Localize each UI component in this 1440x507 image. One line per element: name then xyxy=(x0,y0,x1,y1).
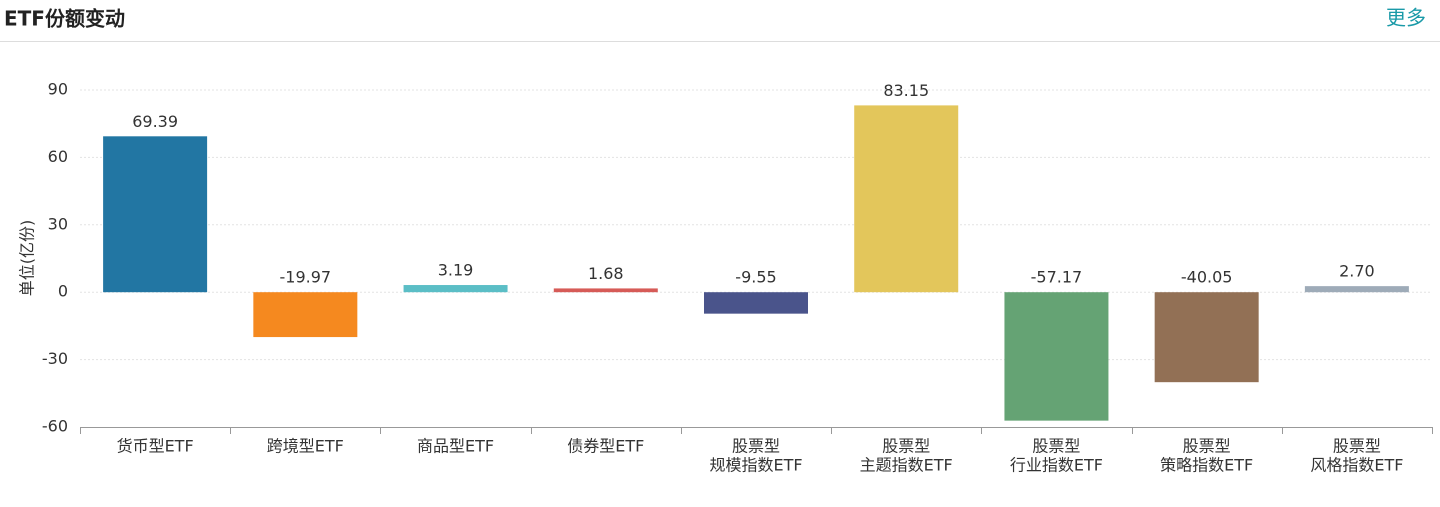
x-tick-label: 股票型 xyxy=(1183,437,1231,456)
x-tick-label: 股票型 xyxy=(1032,437,1080,456)
header-title: ETF份额变动 xyxy=(4,7,125,31)
y-tick-label: -60 xyxy=(42,417,68,436)
bar xyxy=(1304,286,1409,293)
y-tick-label: 0 xyxy=(58,282,68,301)
x-tick-label: 策略指数ETF xyxy=(1160,456,1253,475)
bar xyxy=(1004,292,1109,421)
value-label: 83.15 xyxy=(883,81,929,100)
y-tick-label: 60 xyxy=(48,147,68,166)
y-tick-label: 30 xyxy=(48,214,68,233)
value-label: -19.97 xyxy=(280,268,332,287)
x-tick-label: 主题指数ETF xyxy=(860,456,953,475)
bar xyxy=(704,292,808,314)
y-tick-label: -30 xyxy=(42,349,68,368)
x-tick-label: 债券型ETF xyxy=(567,437,644,456)
bar xyxy=(1154,292,1259,383)
value-label: -9.55 xyxy=(735,268,776,287)
x-tick-label: 行业指数ETF xyxy=(1010,456,1103,475)
x-tick-label: 货币型ETF xyxy=(117,437,194,456)
x-tick-label: 股票型 xyxy=(882,437,930,456)
x-tick-label: 跨境型ETF xyxy=(267,437,344,456)
x-tick-label: 风格指数ETF xyxy=(1310,456,1403,475)
bar xyxy=(553,288,658,293)
x-tick-label: 商品型ETF xyxy=(417,437,494,456)
x-tick-label: 规模指数ETF xyxy=(709,456,802,475)
value-label: 2.70 xyxy=(1339,262,1375,281)
value-label: -40.05 xyxy=(1181,268,1233,287)
bar xyxy=(103,136,208,293)
x-tick-label: 股票型 xyxy=(732,437,780,456)
value-label: 3.19 xyxy=(438,261,474,280)
y-tick-label: 90 xyxy=(48,80,68,99)
x-tick-label: 股票型 xyxy=(1333,437,1381,456)
value-label: -57.17 xyxy=(1031,268,1083,287)
more-link[interactable]: 更多 xyxy=(1386,6,1426,30)
y-axis-label: 单位(亿份) xyxy=(18,220,37,297)
bar xyxy=(253,292,358,338)
value-label: 69.39 xyxy=(132,112,178,131)
value-label: 1.68 xyxy=(588,264,624,283)
bar xyxy=(403,285,508,293)
bar xyxy=(854,105,959,293)
